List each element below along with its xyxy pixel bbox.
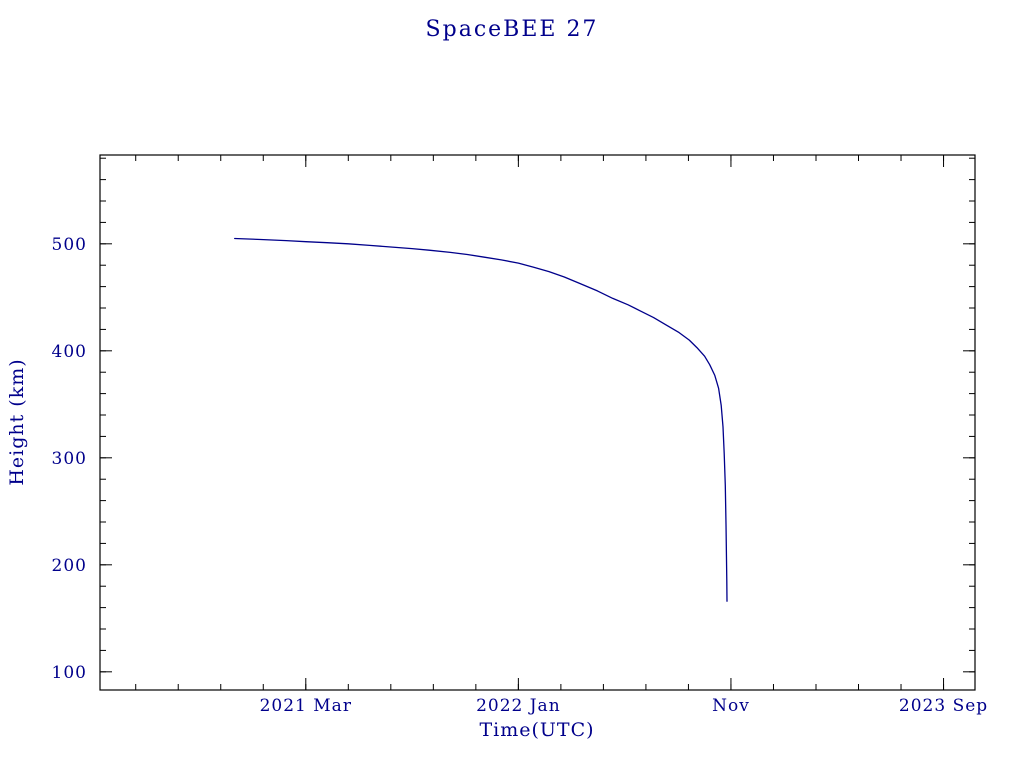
x-tick-label: Nov	[712, 696, 750, 716]
chart-title: SpaceBEE 27	[425, 17, 599, 42]
y-tick-label: 200	[52, 556, 87, 576]
y-tick-label: 300	[52, 449, 87, 469]
x-tick-label: 2022 Jan	[476, 696, 561, 716]
series-line	[234, 237, 728, 602]
x-tick-label: 2023 Sep	[899, 696, 988, 716]
plot-frame	[99, 154, 976, 691]
y-tick-label: 100	[52, 663, 87, 683]
y-tick-label: 500	[52, 235, 87, 255]
x-tick-label: 2021 Mar	[260, 696, 352, 716]
y-tick-label: 400	[52, 342, 87, 362]
x-axis-label: Time(UTC)	[479, 719, 595, 741]
